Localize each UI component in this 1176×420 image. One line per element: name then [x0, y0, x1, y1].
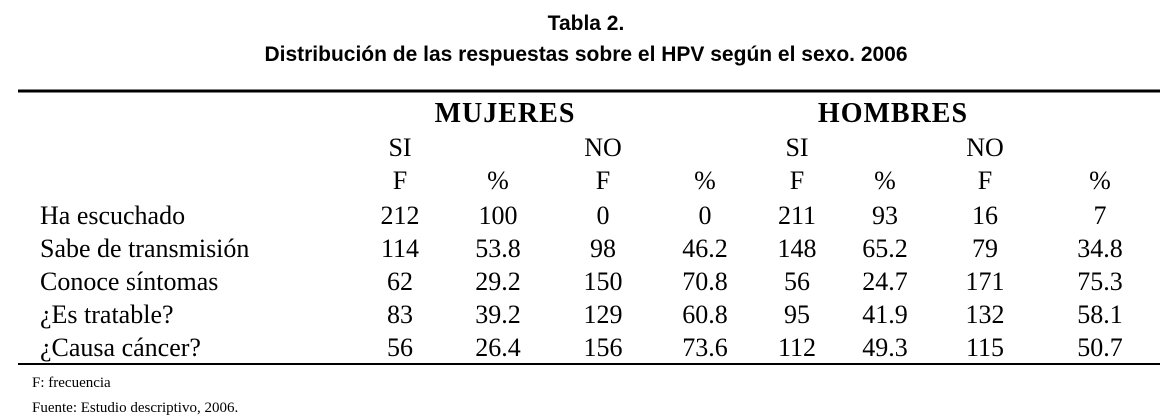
- table-cell: 100: [479, 201, 518, 230]
- column-header: F: [596, 166, 610, 195]
- table-cell: 58.1: [1077, 300, 1123, 329]
- row-label: ¿Es tratable?: [40, 300, 174, 329]
- table-cell: 24.7: [862, 267, 908, 296]
- column-header: F: [978, 166, 992, 195]
- table-cell: 156: [584, 333, 623, 362]
- table-cell: 7: [1094, 201, 1107, 230]
- table-cell: 60.8: [682, 300, 728, 329]
- column-header: %: [694, 166, 716, 195]
- table-cell: 65.2: [862, 234, 908, 263]
- column-header: %: [487, 166, 509, 195]
- table-cell: 73.6: [682, 333, 728, 362]
- table-cell: 53.8: [475, 234, 521, 263]
- table-cell: 56: [784, 267, 810, 296]
- table-cell: 132: [966, 300, 1005, 329]
- source-note: Fuente: Estudio descriptivo, 2006.: [32, 400, 238, 416]
- table-cell: 26.4: [475, 333, 521, 362]
- table-cell: 112: [778, 333, 816, 362]
- column-header: F: [393, 166, 407, 195]
- table-cell: 41.9: [862, 300, 908, 329]
- table-cell: 98: [590, 234, 616, 263]
- row-label: Sabe de transmisión: [40, 234, 249, 263]
- subgroup-header: NO: [584, 133, 622, 162]
- table-cell: 211: [778, 201, 816, 230]
- row-label: ¿Causa cáncer?: [40, 333, 201, 362]
- table-title: Tabla 2.: [548, 12, 625, 35]
- table-subtitle: Distribución de las respuestas sobre el …: [264, 43, 907, 66]
- table-cell: 114: [381, 234, 419, 263]
- column-header: %: [874, 166, 896, 195]
- table-cell: 46.2: [682, 234, 728, 263]
- group-header: MUJERES: [435, 98, 576, 129]
- table-cell: 16: [972, 201, 998, 230]
- table-cell: 49.3: [862, 333, 908, 362]
- table-cell: 0: [699, 201, 712, 230]
- row-label: Ha escuchado: [40, 201, 185, 230]
- table-cell: 93: [872, 201, 898, 230]
- table-cell: 70.8: [682, 267, 728, 296]
- column-header: F: [790, 166, 804, 195]
- table-cell: 95: [784, 300, 810, 329]
- subgroup-header: SI: [785, 133, 808, 162]
- table-cell: 150: [584, 267, 623, 296]
- footnote: F: frecuencia: [32, 375, 111, 391]
- table-cell: 75.3: [1077, 267, 1123, 296]
- table-cell: 56: [387, 333, 413, 362]
- table-cell: 129: [584, 300, 623, 329]
- group-header: HOMBRES: [818, 98, 968, 129]
- table-cell: 79: [972, 234, 998, 263]
- table-cell: 39.2: [475, 300, 521, 329]
- row-label: Conoce síntomas: [40, 267, 218, 296]
- table-cell: 62: [387, 267, 413, 296]
- table-cell: 171: [966, 267, 1005, 296]
- table-cell: 0: [597, 201, 610, 230]
- subgroup-header: SI: [388, 133, 411, 162]
- table-cell: 83: [387, 300, 413, 329]
- subgroup-header: NO: [966, 133, 1004, 162]
- table-cell: 50.7: [1077, 333, 1123, 362]
- column-header: %: [1089, 166, 1111, 195]
- table-cell: 29.2: [475, 267, 521, 296]
- table-cell: 148: [778, 234, 817, 263]
- table-cell: 212: [381, 201, 420, 230]
- table-cell: 115: [966, 333, 1004, 362]
- table-cell: 34.8: [1077, 234, 1123, 263]
